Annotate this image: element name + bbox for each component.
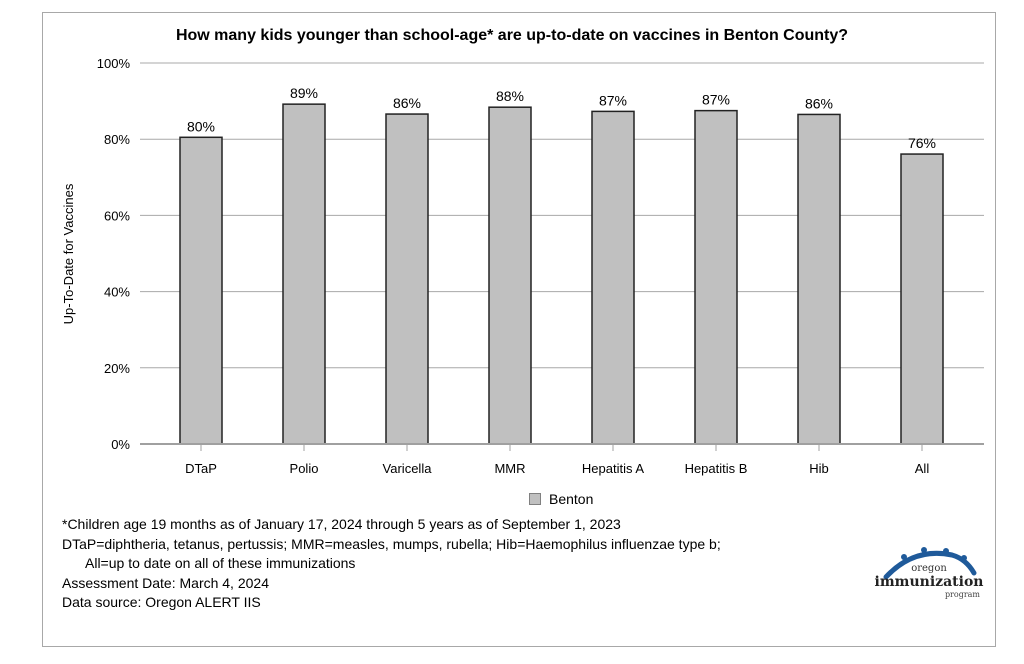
data-label: 86% xyxy=(805,95,833,111)
x-tick-label: DTaP xyxy=(185,461,217,476)
footnote-abbreviations: DTaP=diphtheria, tetanus, pertussis; MMR… xyxy=(62,535,721,552)
logo-arc xyxy=(883,550,977,580)
footnotes: *Children age 19 months as of January 17… xyxy=(62,515,721,613)
footnote-data-source: Data source: Oregon ALERT IIS xyxy=(62,594,261,610)
footnote-assessment-date: Assessment Date: March 4, 2024 xyxy=(62,574,269,591)
x-tick-label: Polio xyxy=(290,461,319,476)
bars: 80% 89% 86% 88% 87% 87% 86% 76% xyxy=(179,85,944,445)
x-axis-ticks: DTaP Polio Varicella MMR Hepatitis A Hepatiti… xyxy=(185,445,929,476)
chart-frame xyxy=(42,12,996,647)
bar-chart: 0% 20% 40% 60% 80% 100% 80% 89% 86% 88% 87% 87% 86%… xyxy=(61,56,984,476)
x-tick-label: Varicella xyxy=(383,461,433,476)
data-label: 87% xyxy=(599,92,627,108)
logo-figure-1 xyxy=(901,554,907,560)
data-label: 86% xyxy=(393,95,421,111)
data-label: 89% xyxy=(290,85,318,101)
bar-varicella xyxy=(385,113,429,445)
legend-swatch-benton xyxy=(529,493,541,505)
footnote-age-definition: *Children age 19 months as of January 17… xyxy=(62,516,621,532)
logo-text-oregon: oregon xyxy=(911,563,947,574)
y-tick-label: 20% xyxy=(104,361,130,376)
data-label: 80% xyxy=(187,118,215,134)
y-tick-label: 60% xyxy=(104,208,130,223)
oregon-immunization-program-logo: oregon immunization program xyxy=(875,547,984,599)
chart-title: How many kids younger than school-age* a… xyxy=(175,27,849,44)
y-tick-label: 80% xyxy=(104,132,130,147)
y-axis-ticks: 0% 20% 40% 60% 80% 100% xyxy=(97,56,131,452)
logo-figure-4 xyxy=(961,555,967,561)
y-tick-label: 100% xyxy=(97,56,131,71)
data-label: 88% xyxy=(496,88,524,104)
y-tick-label: 40% xyxy=(104,285,130,300)
data-label: 87% xyxy=(702,92,730,108)
data-label: 76% xyxy=(908,135,936,151)
y-axis-label: Up-To-Date for Vaccines xyxy=(61,183,76,324)
x-tick-label: Hepatitis A xyxy=(582,461,644,476)
footnote-all-definition: All=up to date on all of these immunizat… xyxy=(85,555,356,571)
bar-all xyxy=(900,153,944,445)
logo-figure-2 xyxy=(921,547,927,553)
bar-dtap xyxy=(179,136,223,445)
bar-hepatitis-b xyxy=(694,109,738,445)
bar-hib xyxy=(797,113,841,445)
bar-polio xyxy=(282,103,326,445)
x-tick-label: Hepatitis B xyxy=(685,461,748,476)
x-tick-label: All xyxy=(915,461,930,476)
x-tick-label: Hib xyxy=(809,461,829,476)
x-tick-label: MMR xyxy=(494,461,525,476)
bar-mmr xyxy=(488,106,532,445)
legend: Benton xyxy=(529,491,593,507)
logo-figure-3 xyxy=(943,548,949,554)
gridlines xyxy=(140,62,984,369)
logo-text-immunization: immunization xyxy=(875,574,984,590)
legend-label-benton: Benton xyxy=(549,491,594,507)
logo-text-program: program xyxy=(945,590,980,599)
y-tick-label: 0% xyxy=(111,437,130,452)
bar-hepatitis-a xyxy=(591,110,635,445)
